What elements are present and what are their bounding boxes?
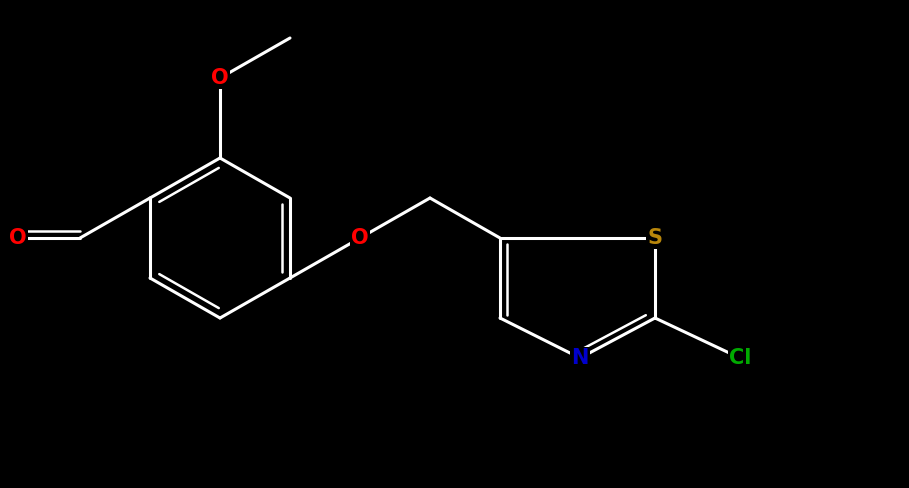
Text: N: N xyxy=(572,348,589,368)
Text: S: S xyxy=(647,228,663,248)
Text: Cl: Cl xyxy=(729,348,751,368)
Text: O: O xyxy=(9,228,26,248)
Text: O: O xyxy=(351,228,369,248)
Text: O: O xyxy=(211,68,229,88)
